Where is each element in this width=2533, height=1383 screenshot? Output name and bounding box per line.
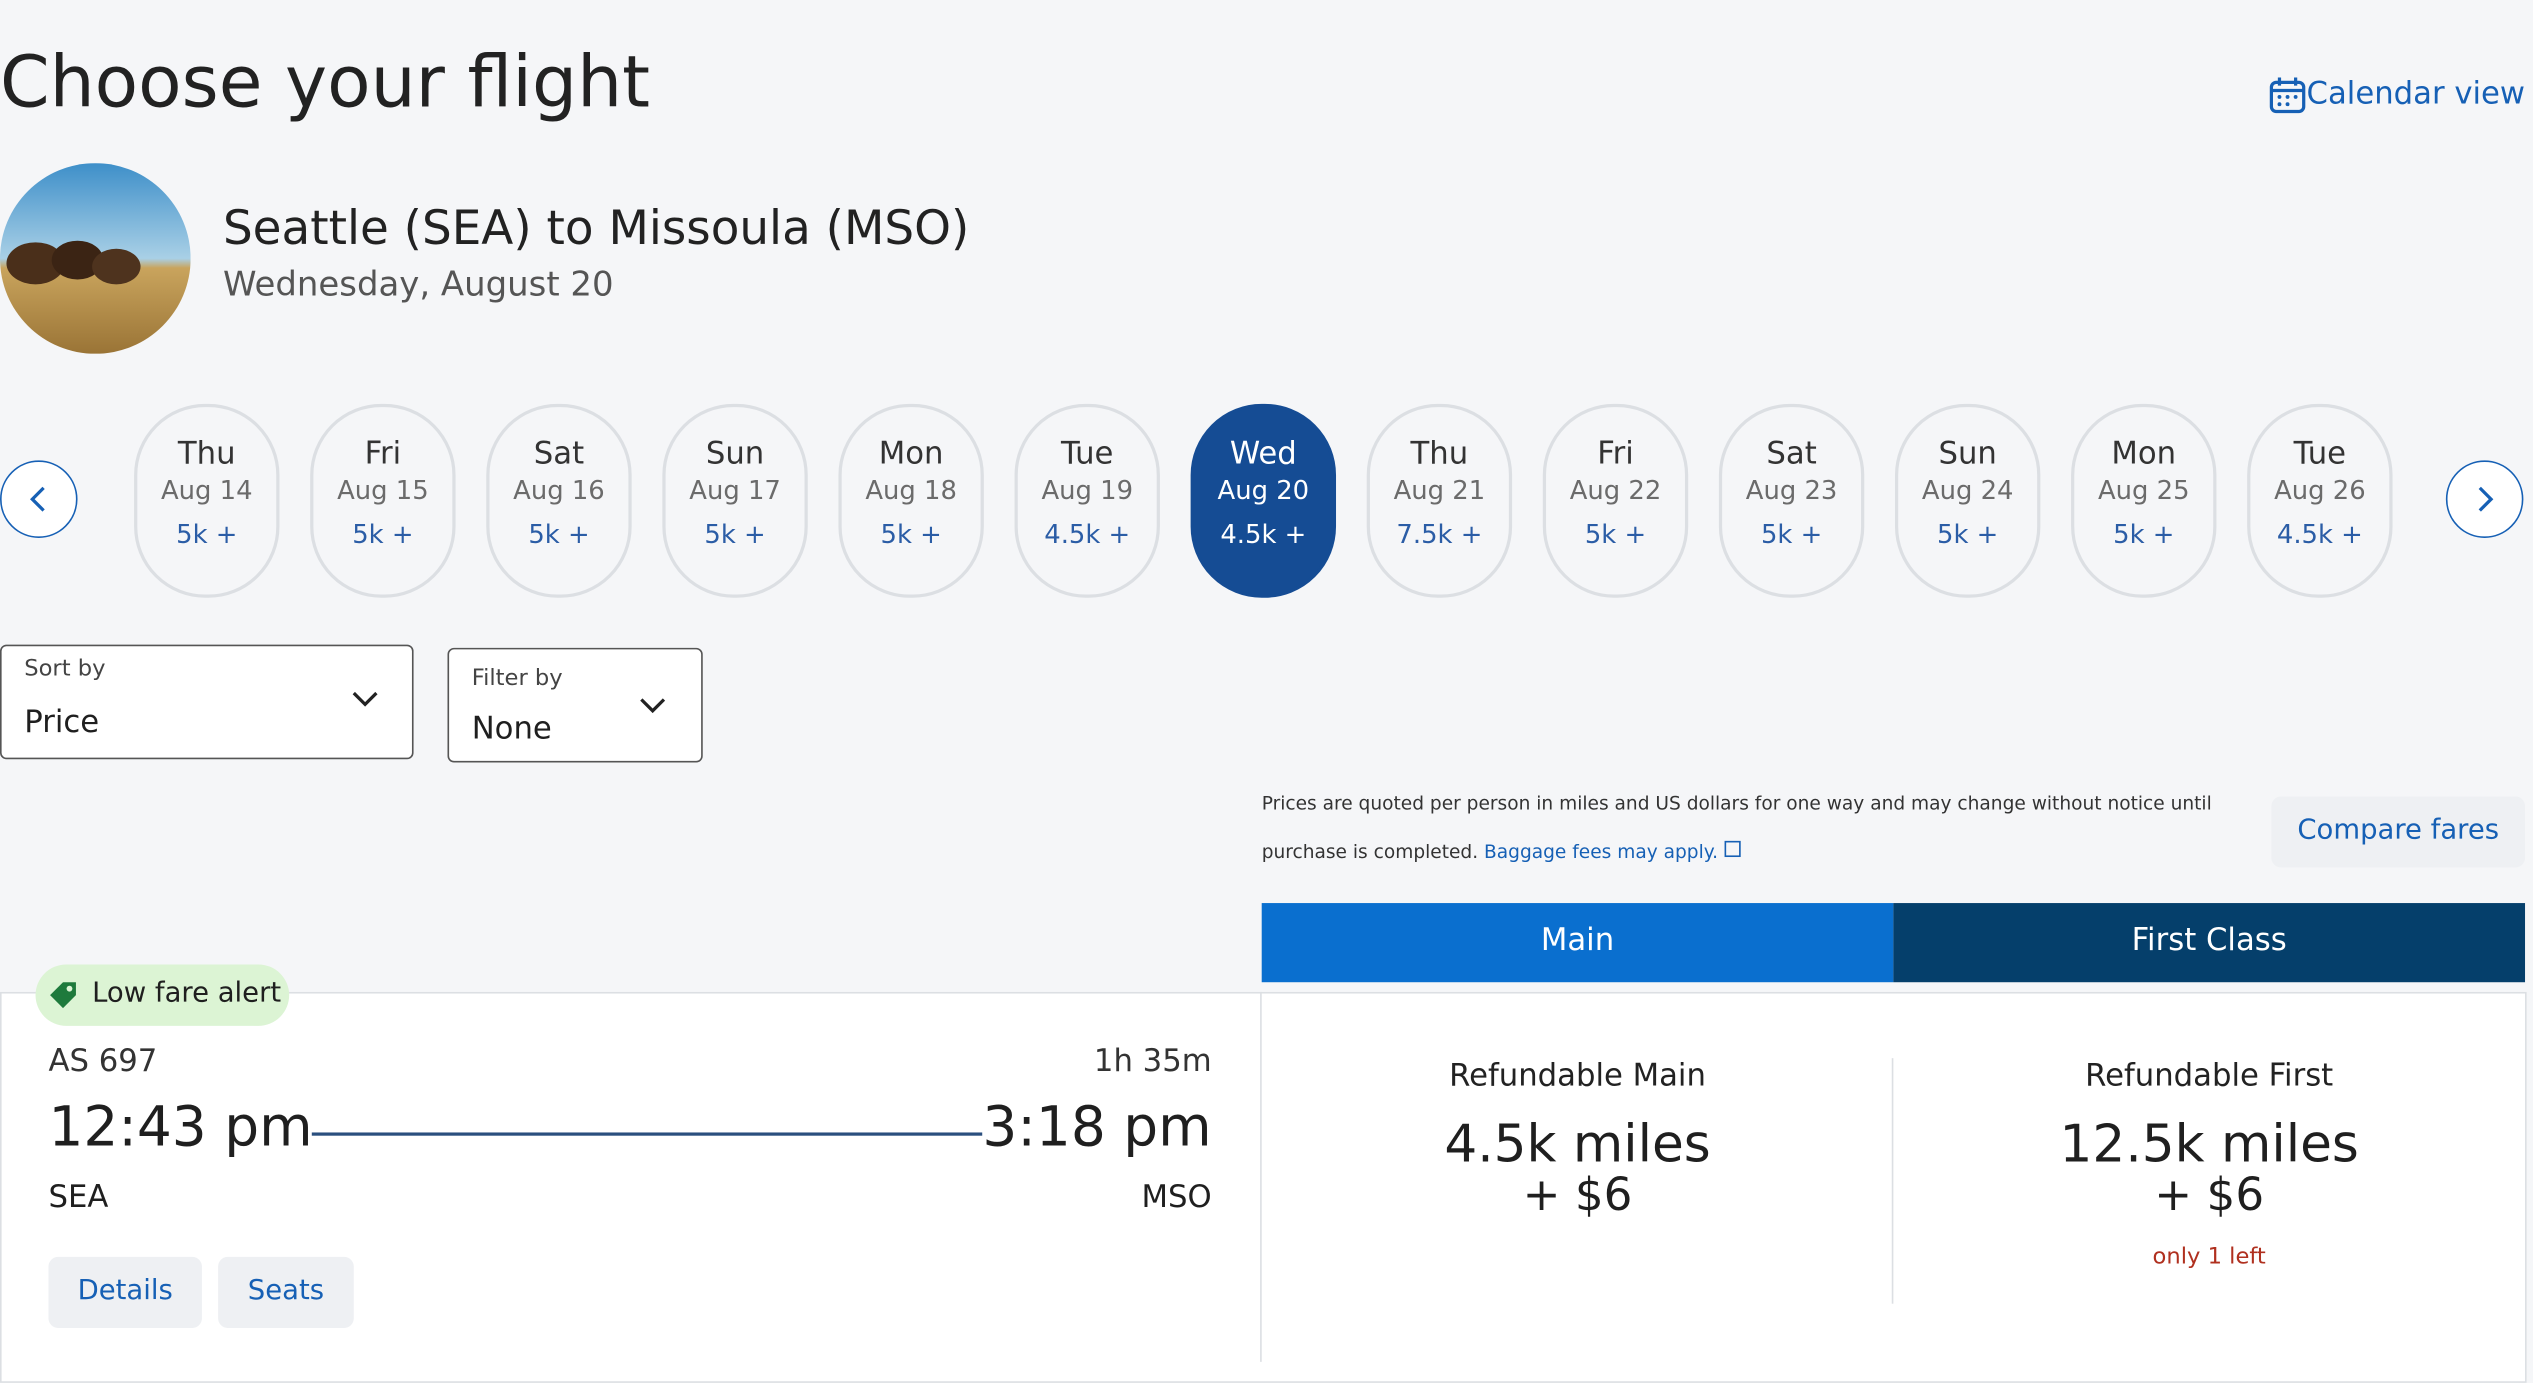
date-day: Tue xyxy=(1061,436,1114,472)
date-price: 5k + xyxy=(704,518,766,550)
date-price: 5k + xyxy=(880,518,942,550)
date-date: Aug 25 xyxy=(2097,474,2190,506)
notice-line: purchase is completed. Baggage fees may … xyxy=(1262,840,1742,863)
date-date: Aug 23 xyxy=(1745,474,1838,506)
fare-miles: 12.5k miles xyxy=(2059,1113,2359,1175)
date-price: 5k + xyxy=(1584,518,1647,550)
date-day: Sun xyxy=(1938,436,1997,472)
external-icon xyxy=(1724,840,1741,858)
date-date: Aug 15 xyxy=(337,474,429,506)
date-date: Aug 16 xyxy=(513,474,605,506)
date-pill[interactable]: Fri Aug 22 5k + xyxy=(1542,403,1689,598)
date-pill[interactable]: Tue Aug 26 4.5k + xyxy=(2247,403,2393,598)
fare-name: Refundable Main xyxy=(1449,1058,1706,1094)
flight-card xyxy=(0,991,2527,1383)
divider xyxy=(1891,1058,1894,1304)
date-price: 5k + xyxy=(1760,518,1823,550)
date-date: Aug 14 xyxy=(160,474,253,506)
prev-dates-button[interactable] xyxy=(0,460,78,538)
date-price: 5k + xyxy=(1937,518,1999,550)
date-day: Fri xyxy=(1597,436,1634,472)
date-day: Fri xyxy=(364,436,402,472)
seats-left: only 1 left xyxy=(2152,1243,2266,1270)
filter-value: None xyxy=(471,710,552,747)
origin: SEA xyxy=(48,1179,109,1215)
fare-first[interactable]: Refundable First 12.5k miles + $6 only 1… xyxy=(1893,1058,2525,1270)
divider xyxy=(1260,991,1262,1362)
notice-text: purchase is completed. xyxy=(1261,840,1479,863)
calendar-icon xyxy=(2269,77,2306,114)
date-price: 4.5k + xyxy=(1044,518,1131,550)
low-fare-badge: Low fare alert xyxy=(35,964,290,1026)
filter-dropdown[interactable]: Filter by None xyxy=(447,647,703,763)
date-price: 5k + xyxy=(352,518,414,550)
date-pill[interactable]: Tue Aug 19 4.5k + xyxy=(1014,403,1160,598)
date-day: Mon xyxy=(878,436,944,472)
selected-date: Wednesday, August 20 xyxy=(222,264,614,304)
date-pill[interactable]: Mon Aug 18 5k + xyxy=(838,403,984,598)
page-title: Choose your flight xyxy=(0,42,651,125)
date-day: Wed xyxy=(1229,436,1297,472)
date-date: Aug 26 xyxy=(2274,474,2366,506)
fare-cash: + $6 xyxy=(1522,1168,1633,1222)
route-line xyxy=(311,1132,983,1136)
date-date: Aug 18 xyxy=(865,474,957,506)
destination: MSO xyxy=(1141,1179,1212,1215)
sort-value: Price xyxy=(24,704,100,740)
notice-line: Prices are quoted per person in miles an… xyxy=(1261,791,2212,815)
tab-main[interactable]: Main xyxy=(1261,903,1894,983)
date-day: Thu xyxy=(177,436,236,472)
date-pill[interactable]: Sat Aug 16 5k + xyxy=(486,403,632,598)
date-pill[interactable]: Sat Aug 23 5k + xyxy=(1718,403,1865,598)
date-date: Aug 21 xyxy=(1393,474,1486,506)
date-price: 7.5k + xyxy=(1396,518,1483,550)
duration: 1h 35m xyxy=(1093,1043,1212,1080)
date-date: Aug 24 xyxy=(1921,474,2014,506)
date-price: 4.5k + xyxy=(2276,518,2363,550)
tab-first-class[interactable]: First Class xyxy=(1893,903,2526,983)
date-day: Sat xyxy=(1766,436,1817,472)
date-day: Thu xyxy=(1410,436,1469,472)
date-date: Aug 20 xyxy=(1217,474,1310,506)
date-pill[interactable]: Fri Aug 15 5k + xyxy=(310,403,456,598)
fare-main[interactable]: Refundable Main 4.5k miles + $6 xyxy=(1262,1058,1894,1221)
depart-time: 12:43 pm xyxy=(48,1095,313,1160)
details-button[interactable]: Details xyxy=(48,1256,202,1328)
next-dates-button[interactable] xyxy=(2445,460,2524,538)
seats-button[interactable]: Seats xyxy=(218,1256,354,1328)
route: Seattle (SEA) to Missoula (MSO) xyxy=(222,200,970,256)
date-day: Mon xyxy=(2111,436,2177,472)
date-pill[interactable]: Mon Aug 25 5k + xyxy=(2071,403,2217,598)
baggage-link[interactable]: Baggage fees may apply. xyxy=(1484,840,1719,863)
sort-label: Sort by xyxy=(24,655,106,682)
fare-name: Refundable First xyxy=(2085,1058,2334,1094)
date-pill[interactable]: Wed Aug 20 4.5k + xyxy=(1190,403,1337,598)
calendar-view-link[interactable]: Calendar view xyxy=(2306,75,2526,112)
date-day: Sun xyxy=(705,436,765,472)
arrive-time: 3:18 pm xyxy=(982,1095,1212,1160)
badge-text: Low fare alert xyxy=(92,977,282,1010)
date-date: Aug 17 xyxy=(689,474,781,506)
date-day: Tue xyxy=(2293,436,2347,472)
date-date: Aug 19 xyxy=(1041,474,1134,506)
date-price: 5k + xyxy=(528,518,590,550)
destination-image xyxy=(0,163,191,354)
date-price: 5k + xyxy=(2113,518,2175,550)
compare-fares-button[interactable]: Compare fares xyxy=(2271,796,2526,868)
date-price: 4.5k + xyxy=(1220,518,1307,550)
date-date: Aug 22 xyxy=(1569,474,1662,506)
flight-number: AS 697 xyxy=(48,1043,158,1080)
fare-cash: + $6 xyxy=(2154,1168,2265,1222)
date-day: Sat xyxy=(533,436,585,472)
date-pill[interactable]: Sun Aug 17 5k + xyxy=(662,403,808,598)
date-pill[interactable]: Thu Aug 21 7.5k + xyxy=(1366,403,1513,598)
sort-dropdown[interactable]: Sort by Price xyxy=(0,644,414,760)
date-price: 5k + xyxy=(176,518,238,550)
filter-label: Filter by xyxy=(471,665,563,692)
date-pill[interactable]: Sun Aug 24 5k + xyxy=(1894,403,2041,598)
fare-miles: 4.5k miles xyxy=(1444,1113,1711,1175)
date-pill[interactable]: Thu Aug 14 5k + xyxy=(134,403,280,598)
